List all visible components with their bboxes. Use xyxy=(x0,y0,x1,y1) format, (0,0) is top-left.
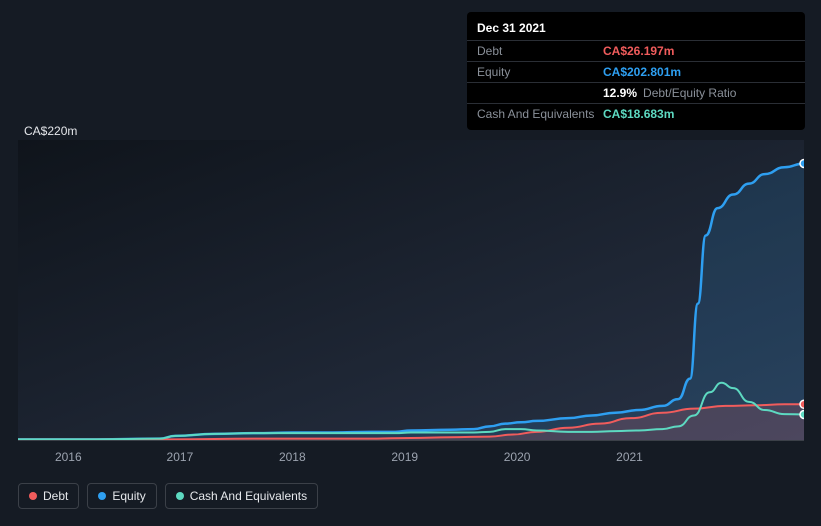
series-end-dot-cash xyxy=(800,411,804,419)
legend-dot-icon xyxy=(98,492,106,500)
x-axis-tick-label: 2018 xyxy=(279,450,306,464)
x-axis-tick-label: 2020 xyxy=(504,450,531,464)
tooltip-row-label: Equity xyxy=(477,65,603,79)
legend-item[interactable]: Debt xyxy=(18,483,79,509)
legend-item[interactable]: Cash And Equivalents xyxy=(165,483,318,509)
tooltip-row-value: CA$26.197m xyxy=(603,44,674,58)
tooltip-row: EquityCA$202.801m xyxy=(467,62,805,83)
tooltip-date: Dec 31 2021 xyxy=(467,18,805,41)
chart-plot[interactable] xyxy=(18,140,804,440)
chart-legend: Debt Equity Cash And Equivalents xyxy=(18,483,318,509)
legend-label: Cash And Equivalents xyxy=(190,489,307,503)
chart-tooltip: Dec 31 2021 DebtCA$26.197mEquityCA$202.8… xyxy=(467,12,805,130)
tooltip-row: Cash And EquivalentsCA$18.683m xyxy=(467,104,805,124)
tooltip-row-value: CA$202.801m xyxy=(603,65,681,79)
legend-dot-icon xyxy=(29,492,37,500)
x-axis-tick-label: 2021 xyxy=(616,450,643,464)
tooltip-row-label: Debt xyxy=(477,44,603,58)
x-axis-tick-label: 2016 xyxy=(55,450,82,464)
tooltip-row-label xyxy=(477,86,603,100)
legend-item[interactable]: Equity xyxy=(87,483,156,509)
y-axis-max-label: CA$220m xyxy=(24,124,77,138)
tooltip-row-value: 12.9%Debt/Equity Ratio xyxy=(603,86,736,100)
legend-label: Debt xyxy=(43,489,68,503)
tooltip-row-value: CA$18.683m xyxy=(603,107,674,121)
legend-label: Equity xyxy=(112,489,145,503)
tooltip-row: 12.9%Debt/Equity Ratio xyxy=(467,83,805,104)
x-axis-labels: 2016 2017 2018 2019 2020 2021 xyxy=(18,450,804,470)
tooltip-row-label: Cash And Equivalents xyxy=(477,107,603,121)
legend-dot-icon xyxy=(176,492,184,500)
series-end-dot-equity xyxy=(800,159,804,167)
tooltip-row: DebtCA$26.197m xyxy=(467,41,805,62)
x-axis-tick-label: 2019 xyxy=(391,450,418,464)
x-axis-tick-label: 2017 xyxy=(167,450,194,464)
tooltip-row-suffix: Debt/Equity Ratio xyxy=(643,86,736,100)
gridline-bottom xyxy=(18,440,804,441)
series-end-dot-debt xyxy=(800,400,804,408)
